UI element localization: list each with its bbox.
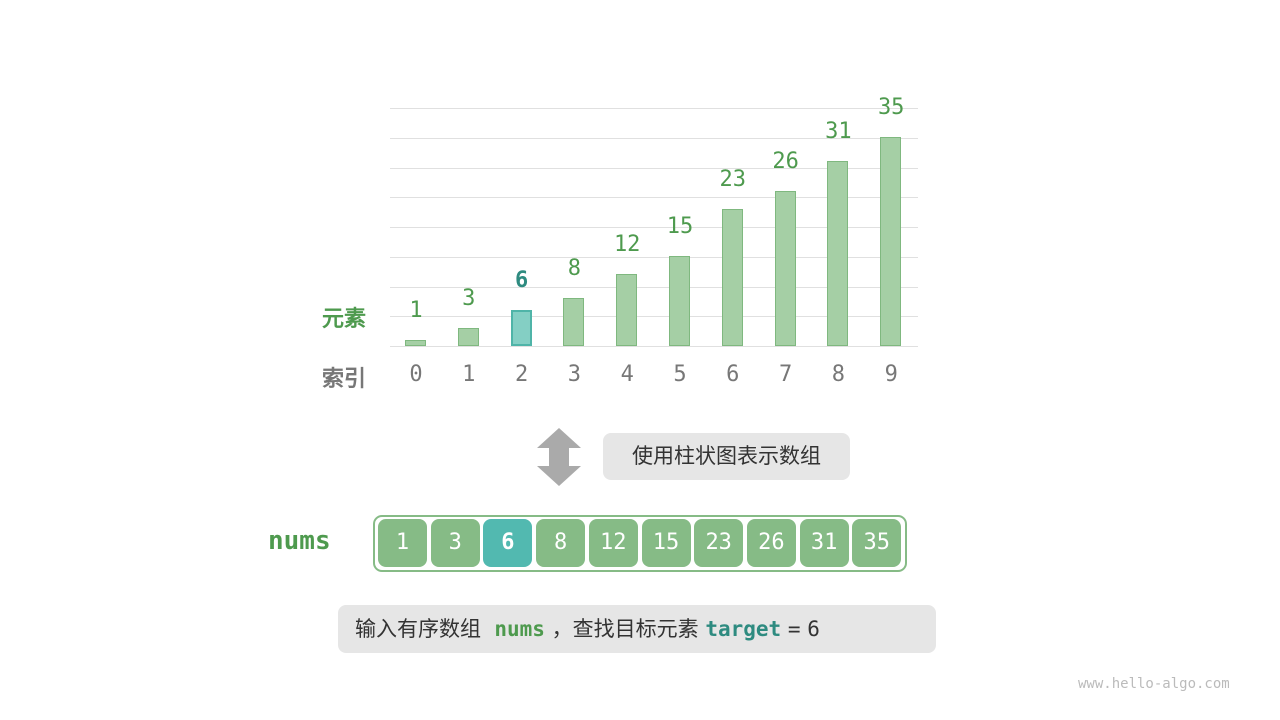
gridline	[390, 167, 918, 169]
bar	[563, 298, 585, 346]
mid-text: ，查找目标元素	[551, 617, 699, 641]
bar	[827, 160, 849, 346]
array-container	[373, 515, 907, 572]
array-cell: 6	[483, 519, 533, 567]
bar-value-label: 3	[462, 286, 476, 312]
gridline	[390, 137, 918, 139]
bar	[616, 274, 638, 346]
index-tick-label: 4	[620, 362, 634, 387]
bar-value-label: 26	[772, 148, 799, 174]
index-tick-label: 0	[409, 362, 423, 387]
bar	[405, 340, 426, 346]
arrow-caption: 使用柱状图表示数组	[603, 433, 850, 480]
index-tick-label: 9	[884, 362, 898, 387]
array-cell: 15	[641, 519, 691, 567]
index-label: 索引	[322, 367, 367, 392]
bar-value-label: 31	[825, 118, 852, 144]
bar	[880, 137, 902, 346]
bar	[510, 310, 532, 346]
bar-value-label: 35	[877, 95, 905, 121]
watermark: www.hello-algo.com	[1078, 676, 1230, 692]
gridline	[390, 197, 918, 199]
target-value: 6	[807, 617, 820, 641]
bar	[669, 256, 690, 346]
array-cell: 1	[378, 519, 427, 567]
gridline	[390, 316, 918, 318]
index-tick-label: 7	[778, 362, 793, 387]
index-tick-label: 5	[673, 362, 687, 387]
index-tick-label: 1	[462, 362, 476, 387]
bar	[721, 208, 743, 346]
array-cell: 8	[536, 519, 586, 567]
target-code: target	[705, 617, 782, 641]
array-cell: 12	[588, 519, 638, 567]
nums-code: nums	[494, 617, 545, 641]
index-tick-label: 6	[726, 362, 740, 387]
gridline	[390, 227, 918, 228]
bar-value-label: 23	[719, 166, 747, 192]
array-cell: 3	[430, 519, 480, 567]
equals-sign: =	[787, 617, 801, 641]
double-arrow-icon	[537, 428, 581, 486]
array-cell: 31	[799, 519, 849, 567]
bar-value-label: 15	[666, 214, 694, 240]
bar-value-label: 12	[613, 232, 641, 258]
prefix-text: 输入有序数组	[355, 617, 481, 641]
gridline	[390, 108, 918, 109]
index-tick-label: 8	[831, 362, 846, 387]
gridline	[390, 346, 918, 347]
bar-value-label: 8	[567, 256, 582, 282]
array-cell: 35	[852, 519, 902, 567]
array-cell: 23	[694, 519, 744, 567]
bar	[457, 328, 479, 346]
gridline	[390, 286, 918, 288]
gridline	[390, 256, 918, 258]
bar	[774, 190, 796, 346]
bar-value-label: 1	[409, 298, 423, 324]
elements-label: 元素	[322, 307, 367, 332]
array-name: nums	[268, 526, 331, 556]
index-tick-label: 2	[514, 362, 529, 387]
array-cell: 26	[746, 519, 796, 567]
bar-value-label: 6	[514, 268, 529, 294]
index-tick-label: 3	[567, 362, 582, 387]
problem-statement: 输入有序数组 nums ，查找目标元素 target = 6	[338, 605, 936, 653]
